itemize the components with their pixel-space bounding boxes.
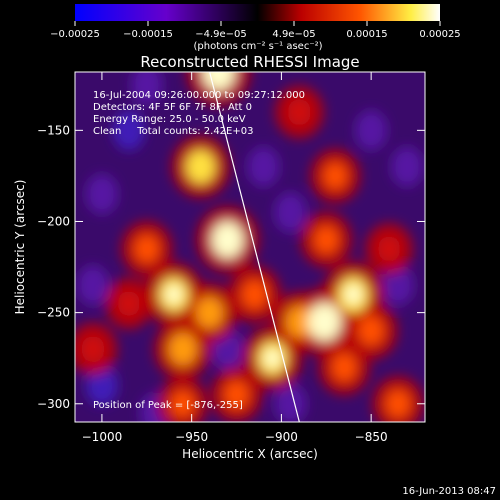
heatmap-negative-region xyxy=(85,365,118,406)
colorbar-tick-label: −4.9e−05 xyxy=(195,29,247,40)
colorbar-tick-label: −0.00025 xyxy=(50,29,100,40)
heatmap-core xyxy=(315,311,333,332)
heatmap xyxy=(75,72,424,422)
heatmap-negative-region xyxy=(76,265,109,306)
colorbar-tick-label: 0.00025 xyxy=(419,29,460,40)
heatmap-core xyxy=(165,285,182,304)
limb-line xyxy=(209,72,300,422)
colorbar-tick-label: 4.9e−05 xyxy=(272,29,315,40)
heatmap-source xyxy=(224,380,250,410)
heatmap-source xyxy=(285,305,314,338)
heatmap-source xyxy=(81,335,105,363)
heatmap-negative-region xyxy=(274,383,307,422)
annotation-clean: Clean Total counts: 2.42E+03 xyxy=(93,126,253,137)
footer-timestamp: 16-Jun-2013 08:47 xyxy=(402,486,496,497)
chart-title: Reconstructed RHESSI Image xyxy=(140,53,359,71)
heatmap-source xyxy=(195,296,224,329)
annotation-detectors: Detectors: 4F 5F 6F 7F 8F, Att 0 xyxy=(93,102,252,113)
y-axis-label: Heliocentric Y (arcsec) xyxy=(13,180,27,315)
x-tick-label: −1000 xyxy=(82,430,123,444)
colorbar xyxy=(75,4,440,21)
heatmap-core xyxy=(210,72,228,83)
heatmap-source xyxy=(170,389,195,418)
heatmap-negative-region xyxy=(130,72,163,105)
heatmap-negative-region xyxy=(355,110,388,151)
heatmap-source xyxy=(241,279,268,310)
x-tick-label: −850 xyxy=(355,430,388,444)
y-tick-label: −150 xyxy=(37,123,70,137)
heatmap-source xyxy=(287,98,311,126)
heatmap-negative-region xyxy=(274,192,307,233)
heatmap-source xyxy=(117,290,140,317)
annotation-time: 16-Jul-2004 09:26:00.000 to 09:27:12.000 xyxy=(93,90,305,101)
annotation-energy: Energy Range: 25.0 - 50.0 keV xyxy=(93,114,246,125)
plot-frame xyxy=(74,71,426,423)
heatmap-source xyxy=(168,332,198,366)
x-tick-label: −950 xyxy=(175,430,208,444)
colorbar-ticks: −0.00025 −0.00015 −4.9e−05 4.9e−05 0.00015 0.… xyxy=(50,21,461,40)
heatmap-source xyxy=(358,315,385,346)
colorbar-tick-label: −0.00015 xyxy=(123,29,173,40)
y-tick-label: −300 xyxy=(37,397,70,411)
y-tick-label: −200 xyxy=(37,214,70,228)
x-axis-label: Heliocentric X (arcsec) xyxy=(182,447,318,461)
colorbar-units: (photons cm⁻² s⁻¹ asec⁻²) xyxy=(193,41,322,52)
heatmap-negative-region xyxy=(112,110,145,151)
heatmap-negative-region xyxy=(247,146,280,187)
solar-limb xyxy=(209,72,300,422)
y-tick-label: −250 xyxy=(37,306,70,320)
heatmap-source xyxy=(134,234,160,264)
heatmap-core xyxy=(264,348,281,368)
peak-position-label: Position of Peak = [-876,-255] xyxy=(93,400,243,411)
y-axis: −150 −200 −250 −300 xyxy=(37,123,425,411)
heatmap-negative-region xyxy=(391,146,424,187)
heatmap-source xyxy=(378,236,401,262)
heatmap-core xyxy=(219,229,236,250)
heatmap-negative-region xyxy=(382,265,415,306)
heatmap-core xyxy=(345,284,362,304)
heatmap-source xyxy=(185,149,216,185)
heatmap-source xyxy=(331,352,357,382)
colorbar-tick-label: 0.00015 xyxy=(346,29,387,40)
heatmap-negative-region xyxy=(85,174,118,215)
heatmap-source xyxy=(385,389,411,419)
heatmap-source xyxy=(313,225,339,255)
x-axis: −1000 −950 −900 −850 xyxy=(82,72,388,444)
heatmap-source xyxy=(323,162,348,190)
x-tick-label: −900 xyxy=(265,430,298,444)
